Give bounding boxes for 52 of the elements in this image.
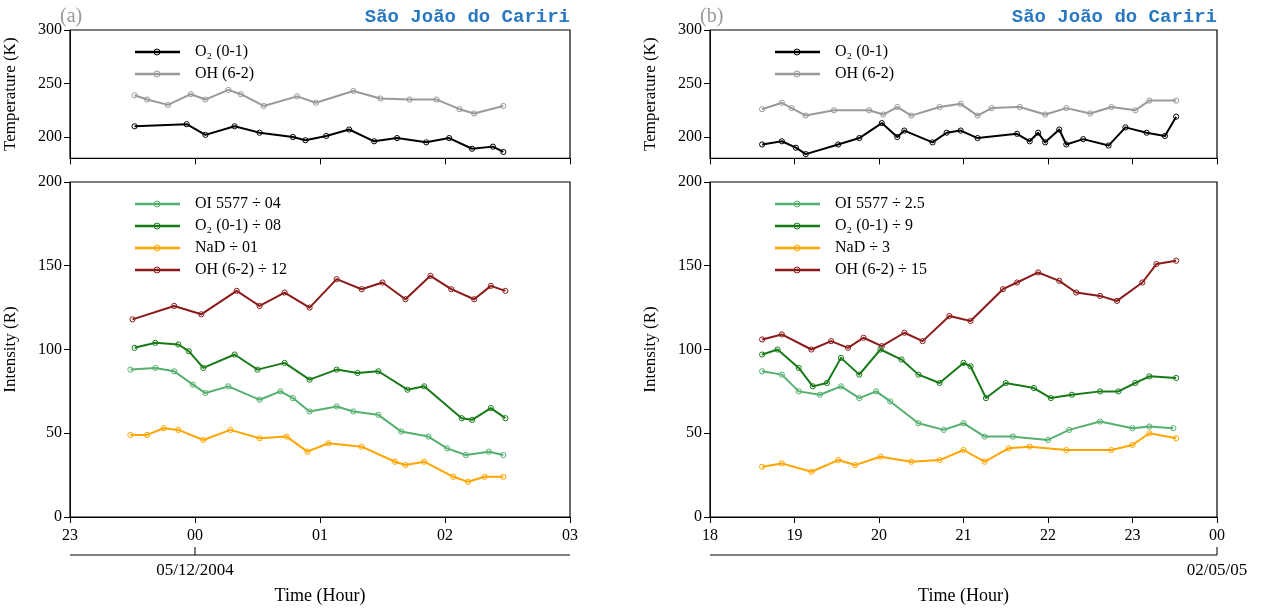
y-tick-label: 150 xyxy=(678,255,702,273)
chart-subtitle: São João do Cariri xyxy=(364,6,570,28)
legend-label: OI 5577 ÷ 2.5 xyxy=(835,194,925,212)
x-axis-title: Time (Hour) xyxy=(274,585,366,606)
y-axis-title: Temperature (K) xyxy=(0,37,19,151)
x-tick-label: 23 xyxy=(1124,525,1141,543)
y-tick-label: 50 xyxy=(686,423,702,441)
legend-label: O₂ (0-1) xyxy=(195,42,249,61)
y-tick-label: 250 xyxy=(678,73,702,91)
x-tick-label: 18 xyxy=(702,525,718,543)
x-tick-label: 21 xyxy=(955,525,972,543)
x-tick-label: 20 xyxy=(871,525,887,543)
legend-label: OH (6-2) ÷ 15 xyxy=(835,260,927,279)
x-tick-label: 00 xyxy=(187,525,203,543)
x-tick-label: 23 xyxy=(62,525,78,543)
y-tick-label: 200 xyxy=(678,127,702,145)
y-tick-label: 300 xyxy=(678,20,702,38)
x-tick-label: 01 xyxy=(312,525,328,543)
legend-label: NaD ÷ 3 xyxy=(835,238,890,256)
legend-label: OH (6-2) ÷ 12 xyxy=(195,260,287,279)
x-tick-label: 19 xyxy=(786,525,803,543)
x-axis-title: Time (Hour) xyxy=(918,585,1009,606)
y-tick-label: 0 xyxy=(54,507,62,525)
legend-label: OI 5577 ÷ 04 xyxy=(195,194,281,212)
y-axis-title: Intensity (R) xyxy=(639,306,659,393)
y-tick-label: 50 xyxy=(46,423,62,441)
y-tick-label: 200 xyxy=(38,127,62,145)
y-tick-label: 100 xyxy=(38,339,62,357)
y-tick-label: 200 xyxy=(678,172,702,190)
y-axis-title: Temperature (K) xyxy=(639,37,659,151)
y-tick-label: 200 xyxy=(38,172,62,190)
legend-label: NaD ÷ 01 xyxy=(195,238,258,256)
chart-title: (a) xyxy=(60,4,83,27)
legend-label: O₂ (0-1) ÷ 9 xyxy=(835,216,913,235)
legend-label: OH (6-2) xyxy=(835,64,895,83)
x-tick-label: 02 xyxy=(437,525,453,543)
y-tick-label: 150 xyxy=(38,255,62,273)
y-tick-label: 250 xyxy=(38,73,62,91)
y-tick-label: 0 xyxy=(694,507,702,525)
text: 02/05/05 xyxy=(1186,560,1248,579)
x-tick-label: 00 xyxy=(1209,525,1225,543)
y-tick-label: 300 xyxy=(38,20,62,38)
legend-label: OH (6-2) xyxy=(195,64,255,83)
legend-label: O₂ (0-1) ÷ 08 xyxy=(195,216,281,235)
y-axis-title: Intensity (R) xyxy=(0,306,19,393)
y-tick-label: 100 xyxy=(678,339,702,357)
text: 05/12/2004 xyxy=(156,560,235,579)
chart-subtitle: São João do Cariri xyxy=(1011,6,1217,28)
legend-label: O₂ (0-1) xyxy=(835,42,889,61)
x-tick-label: 22 xyxy=(1040,525,1056,543)
chart-title: (b) xyxy=(700,4,724,27)
x-tick-label: 03 xyxy=(562,525,578,543)
